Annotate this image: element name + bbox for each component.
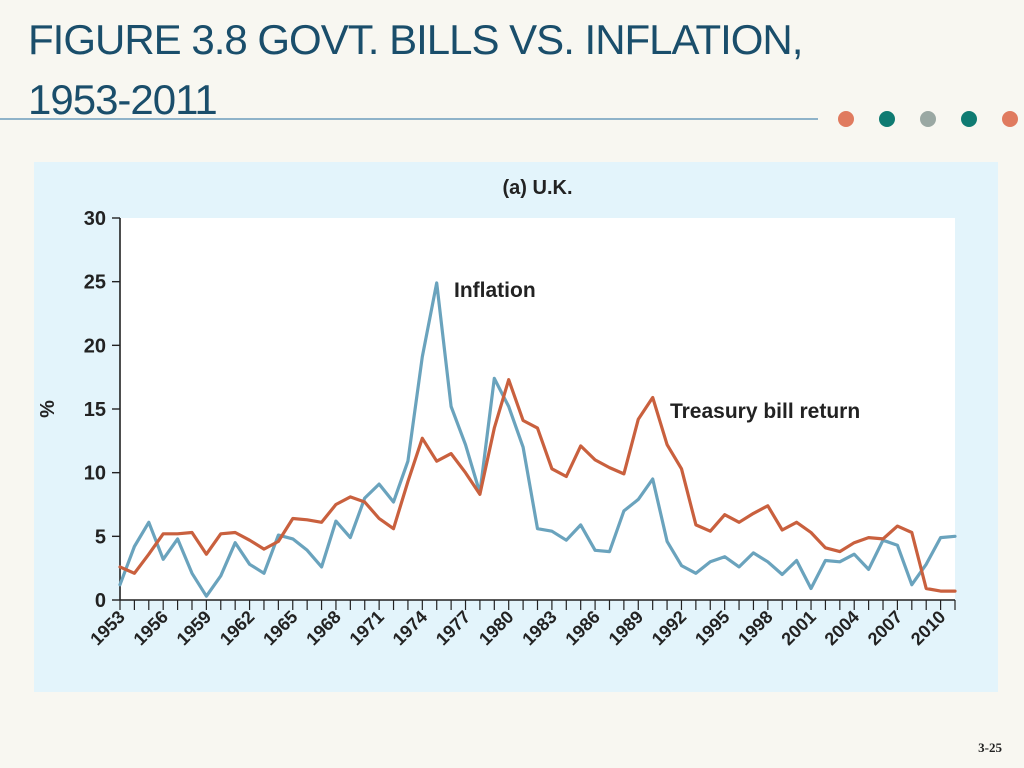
x-tick-label: 1965 xyxy=(259,607,301,649)
decorative-dots xyxy=(838,111,1018,127)
inflation-label: Inflation xyxy=(454,279,536,302)
x-tick-label: 2010 xyxy=(907,607,949,649)
x-tick-label: 1971 xyxy=(346,607,388,649)
x-tick-label: 1968 xyxy=(302,607,344,649)
x-tick-label: 1992 xyxy=(648,607,690,649)
tbill-line xyxy=(118,378,957,593)
x-tick-label: 2001 xyxy=(777,607,819,649)
x-tick-label: 1998 xyxy=(734,607,776,649)
x-tick-label: 1995 xyxy=(691,607,733,649)
decorative-dot xyxy=(879,111,895,127)
x-tick-label: 2007 xyxy=(864,607,906,649)
x-tick-label: 1983 xyxy=(518,607,560,649)
x-tick-label: 1974 xyxy=(389,607,431,649)
y-tick-label: 10 xyxy=(84,463,106,485)
slide-title-line-1: FIGURE 3.8 GOVT. BILLS VS. INFLATION, xyxy=(28,16,803,63)
tbill-label: Treasury bill return xyxy=(670,400,860,423)
x-tick-label: 1956 xyxy=(130,607,172,649)
decorative-dot xyxy=(961,111,977,127)
y-tick-label: 5 xyxy=(95,526,106,548)
x-tick-label: 1962 xyxy=(216,607,258,649)
y-axis-label: % xyxy=(37,400,59,418)
decorative-dot xyxy=(920,111,936,127)
x-tick-label: 1986 xyxy=(561,607,603,649)
x-tick-label: 1959 xyxy=(173,607,215,649)
chart-title: (a) U.K. xyxy=(503,177,573,199)
y-tick-label: 15 xyxy=(84,399,106,421)
slide-title: FIGURE 3.8 GOVT. BILLS VS. INFLATION, 19… xyxy=(28,10,828,130)
y-tick-label: 25 xyxy=(84,272,106,294)
y-tick-label: 20 xyxy=(84,335,106,357)
page-number: 3-25 xyxy=(978,740,1002,755)
x-tick-label: 1953 xyxy=(86,607,128,649)
x-tick-label: 1977 xyxy=(432,607,474,649)
inflation-line xyxy=(118,281,957,598)
x-tick-label: 1989 xyxy=(605,607,647,649)
slide-title-line-2: 1953-2011 xyxy=(28,76,218,123)
x-tick-label: 1980 xyxy=(475,607,517,649)
decorative-dot xyxy=(838,111,854,127)
decorative-dot xyxy=(1002,111,1018,127)
x-tick-label: 2004 xyxy=(821,607,863,649)
y-tick-label: 30 xyxy=(84,208,106,230)
title-divider xyxy=(0,118,818,120)
chart-panel: (a) U.K. 0 5 10 15 20 25 30% 1953 1956 1959 1962 196… xyxy=(34,162,998,692)
y-tick-label: 0 xyxy=(95,590,106,612)
